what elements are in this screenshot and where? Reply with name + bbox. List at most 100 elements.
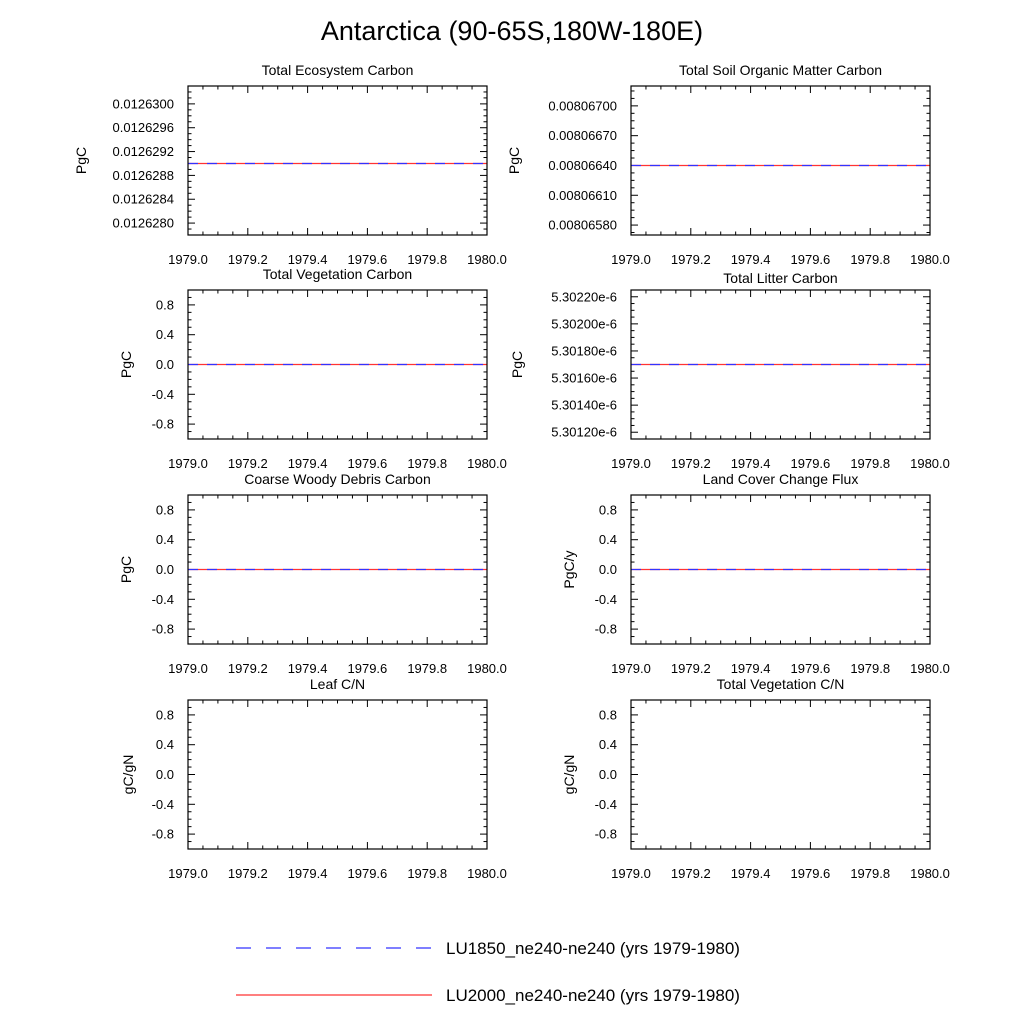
x-tick-label: 1979.2 (671, 661, 711, 676)
x-tick-label: 1979.8 (850, 456, 890, 471)
panel-title: Total Soil Organic Matter Carbon (679, 62, 882, 78)
figure-title: Antarctica (90-65S,180W-180E) (321, 16, 703, 46)
y-tick-label: 5.30200e-6 (551, 316, 617, 331)
y-tick-label: 0.0126292 (113, 144, 174, 159)
y-tick-label: -0.8 (595, 827, 617, 842)
y-tick-label: 0.0 (599, 562, 617, 577)
panel-title: Total Vegetation Carbon (263, 266, 412, 282)
y-tick-label: 0.4 (599, 532, 617, 547)
x-tick-label: 1979.0 (168, 456, 208, 471)
x-tick-label: 1979.4 (731, 866, 771, 881)
legend-label-2: LU2000_ne240-ne240 (yrs 1979-1980) (446, 986, 740, 1005)
panel-3: Total Vegetation Carbon PgC 1979.0 1979.2 19… (118, 266, 507, 471)
y-axis-label: gC/gN (561, 755, 577, 795)
panel-title: Leaf C/N (310, 676, 365, 692)
panel-8: Total Vegetation C/N gC/gN 1979.0 1979.2 197… (561, 676, 950, 881)
x-tick-label: 1979.8 (407, 661, 447, 676)
x-tick-label: 1979.6 (348, 866, 388, 881)
plot-frame (187, 699, 488, 850)
y-axis-label: PgC (118, 556, 134, 583)
y-tick-label: 0.00806580 (548, 218, 617, 233)
x-tick-label: 1979.8 (850, 866, 890, 881)
y-tick-label: 0.00806640 (548, 158, 617, 173)
y-tick-label: 0.0126280 (113, 216, 174, 231)
panel-7: Leaf C/N gC/gN 1979.0 1979.2 1979.4 1979.6 197… (120, 676, 507, 881)
x-tick-label: 1979.6 (791, 866, 831, 881)
y-tick-label: -0.4 (152, 797, 174, 812)
x-tick-label: 1979.4 (731, 456, 771, 471)
y-axis-label: PgC (73, 147, 89, 174)
x-tick-label: 1980.0 (910, 456, 950, 471)
x-tick-label: 1979.6 (348, 661, 388, 676)
x-tick-label: 1979.0 (611, 456, 651, 471)
x-tick-label: 1979.0 (611, 661, 651, 676)
x-tick-label: 1979.8 (407, 456, 447, 471)
panels: Total Ecosystem Carbon PgC 1979.0 1979.2 197… (73, 62, 950, 881)
y-tick-label: -0.8 (152, 827, 174, 842)
x-tick-label: 1979.4 (288, 661, 328, 676)
y-tick-label: 0.0126284 (113, 192, 174, 207)
y-tick-label: -0.8 (595, 622, 617, 637)
panel-2: Total Soil Organic Matter Carbon PgC 1979.… (506, 62, 950, 267)
x-tick-label: 1979.2 (228, 456, 268, 471)
x-tick-label: 1980.0 (910, 252, 950, 267)
y-tick-label: 0.00806670 (548, 128, 617, 143)
x-tick-label: 1979.2 (228, 866, 268, 881)
x-tick-label: 1979.2 (671, 252, 711, 267)
x-tick-label: 1979.4 (288, 866, 328, 881)
panel-title: Total Ecosystem Carbon (262, 62, 414, 78)
panel-6: Land Cover Change Flux PgC/y 1979.0 1979.2 1… (561, 471, 950, 676)
x-tick-label: 1979.8 (407, 866, 447, 881)
x-tick-label: 1979.4 (288, 252, 328, 267)
x-tick-label: 1979.6 (791, 661, 831, 676)
y-tick-label: 0.4 (599, 737, 617, 752)
x-tick-label: 1979.0 (168, 866, 208, 881)
y-tick-label: 0.4 (156, 737, 174, 752)
y-tick-label: 0.0126288 (113, 168, 174, 183)
y-tick-label: 0.00806700 (548, 98, 617, 113)
y-tick-label: 0.8 (156, 707, 174, 722)
y-tick-label: 0.8 (599, 707, 617, 722)
y-tick-label: 5.30160e-6 (551, 371, 617, 386)
panel-title: Coarse Woody Debris Carbon (244, 471, 431, 487)
x-tick-label: 1979.2 (228, 252, 268, 267)
x-tick-label: 1979.4 (731, 661, 771, 676)
y-axis-label: PgC (118, 351, 134, 378)
x-tick-label: 1979.4 (288, 456, 328, 471)
y-tick-label: 0.0 (156, 357, 174, 372)
plot-frame (187, 289, 488, 440)
y-tick-label: -0.8 (152, 417, 174, 432)
y-tick-label: 0.4 (156, 532, 174, 547)
y-tick-label: 0.8 (599, 502, 617, 517)
plot-frame (630, 699, 931, 850)
y-tick-label: 0.00806610 (548, 188, 617, 203)
plot-frame (630, 85, 931, 236)
x-tick-label: 1980.0 (467, 456, 507, 471)
y-tick-label: 0.8 (156, 502, 174, 517)
x-tick-label: 1980.0 (467, 252, 507, 267)
y-axis-label: PgC/y (561, 550, 577, 588)
y-tick-label: 5.30140e-6 (551, 398, 617, 413)
y-tick-label: 0.0126300 (113, 96, 174, 111)
x-tick-label: 1980.0 (467, 661, 507, 676)
x-tick-label: 1979.0 (168, 252, 208, 267)
x-tick-label: 1979.6 (791, 252, 831, 267)
y-tick-label: -0.8 (152, 622, 174, 637)
y-tick-label: 5.30120e-6 (551, 425, 617, 440)
legend: LU1850_ne240-ne240 (yrs 1979-1980) LU2000… (236, 939, 740, 1005)
panel-1: Total Ecosystem Carbon PgC 1979.0 1979.2 197… (73, 62, 507, 267)
panel-4: Total Litter Carbon PgC 1979.0 1979.2 1979.4… (509, 270, 950, 471)
y-tick-label: 0.0 (599, 767, 617, 782)
y-tick-label: 0.0 (156, 767, 174, 782)
y-axis-label: gC/gN (120, 755, 136, 795)
x-tick-label: 1979.2 (228, 661, 268, 676)
y-tick-label: 0.8 (156, 297, 174, 312)
x-tick-label: 1979.0 (168, 661, 208, 676)
y-tick-label: 0.0126296 (113, 120, 174, 135)
panel-5: Coarse Woody Debris Carbon PgC 1979.0 1979.… (118, 471, 507, 676)
y-axis-label: PgC (506, 147, 522, 174)
x-tick-label: 1979.0 (611, 252, 651, 267)
x-tick-label: 1979.0 (611, 866, 651, 881)
plot-frame (630, 494, 931, 645)
